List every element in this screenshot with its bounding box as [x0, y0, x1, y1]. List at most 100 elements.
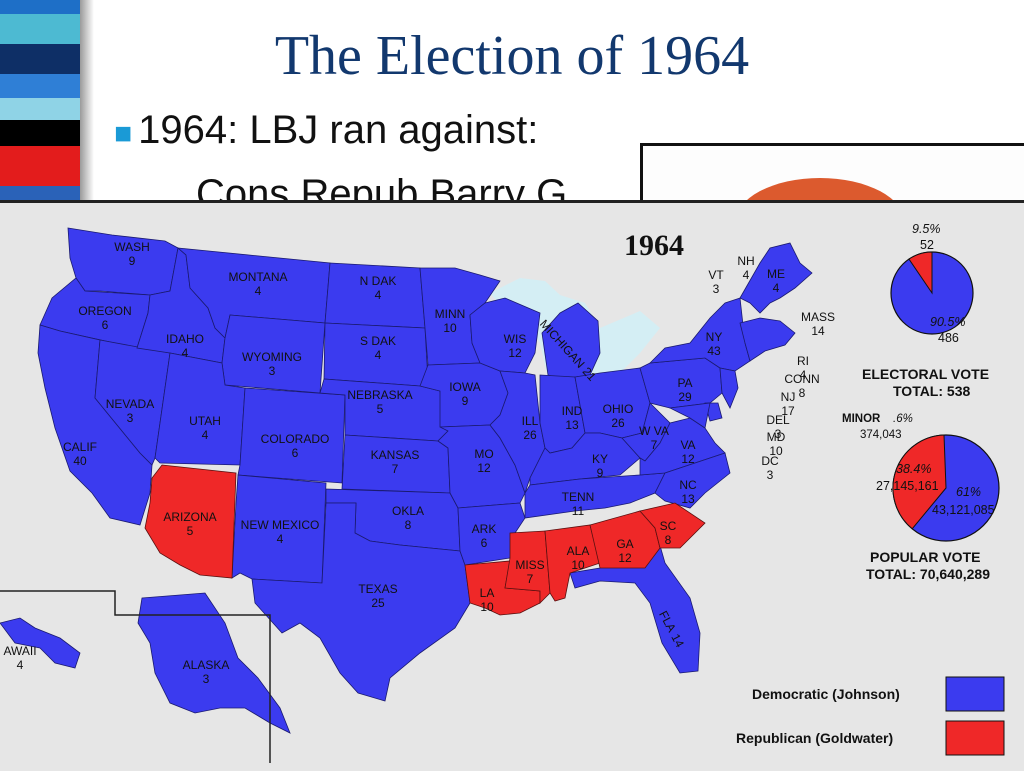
state-name: CONN	[784, 372, 819, 386]
state-name: IND	[562, 404, 583, 418]
popular-vote-pie: MINOR .6% 374,043 38.4% 27,145,161 61% 4…	[842, 413, 1000, 582]
bullet-text: 1964: LBJ ran against:	[138, 108, 539, 152]
state-name: KANSAS	[371, 448, 420, 462]
state-label-ky: KY 9	[592, 452, 608, 480]
sub-bullet-text: Cons Repub Barry G	[196, 172, 568, 200]
pv-rep-votes: 27,145,161	[876, 479, 939, 493]
pv-dem-pct: 61%	[956, 485, 981, 499]
state-label-ny: NY 43	[706, 330, 723, 358]
pv-heading: POPULAR VOTE	[870, 549, 980, 565]
state-wi	[469, 297, 541, 374]
ev-dem-votes: 486	[938, 331, 959, 345]
state-electoral-votes: 4	[800, 368, 807, 382]
state-name: PA	[677, 376, 692, 390]
state-label-ill: ILL 26	[522, 414, 539, 442]
state-electoral-votes: 12	[618, 551, 632, 565]
decorative-stripes	[0, 0, 80, 200]
state-electoral-votes: 3	[269, 364, 276, 378]
state-electoral-votes: 4	[255, 284, 262, 298]
state-electoral-votes: 10	[443, 321, 457, 335]
state-name: OREGON	[78, 304, 131, 318]
pv-minor-label: MINOR	[842, 413, 881, 425]
state-electoral-votes: 43	[707, 344, 721, 358]
state-nc	[654, 452, 731, 509]
ev-rep-votes: 52	[920, 238, 934, 252]
state-label-idaho: IDAHO 4	[166, 332, 204, 360]
inset-frame	[0, 590, 271, 763]
state-label-ga: GA 12	[616, 537, 633, 565]
state-label-new-mexico: NEW MEXICO 4	[241, 518, 320, 546]
state-electoral-votes: 4	[202, 428, 209, 442]
state-label-mo: MO 12	[474, 447, 493, 475]
state-name: MO	[474, 447, 493, 461]
state-electoral-votes: 4	[773, 281, 780, 295]
stripe-shadow	[80, 0, 94, 200]
state-label-mass: MASS 14	[801, 310, 835, 338]
state-label-minn: MINN 10	[435, 307, 466, 335]
electoral-pie-republican	[908, 251, 933, 295]
state-name: COLORADO	[261, 432, 330, 446]
election-map: WASH 9 OREGON 6 CALIF 40 NEVADA 3 IDAHO 4 MONTANA 4…	[0, 200, 1024, 771]
state-electoral-votes: 7	[651, 438, 658, 452]
ev-rep-pct: 9.5%	[912, 222, 941, 236]
state-electoral-votes: 4	[182, 346, 189, 360]
state-label-wash: WASH 9	[114, 240, 150, 268]
state-label-texas: TEXAS 25	[358, 582, 397, 610]
state-electoral-votes: 9	[129, 254, 136, 268]
state-name: IDAHO	[166, 332, 204, 346]
state-hi	[0, 617, 81, 669]
state-electoral-votes: 3	[203, 672, 210, 686]
state-label-okla: OKLA 8	[392, 504, 424, 532]
state-label-ri: RI 4	[797, 354, 809, 382]
state-nj	[719, 367, 739, 409]
state-electoral-votes: 25	[371, 596, 385, 610]
state-name: MONTANA	[228, 270, 287, 284]
state-label-nevada: NEVADA 3	[106, 397, 154, 425]
state-label-ohio: OHIO 26	[603, 402, 634, 430]
state-electoral-votes: 29	[678, 390, 692, 404]
state-electoral-votes: 9	[462, 394, 469, 408]
legend-republican-label: Republican (Goldwater)	[736, 730, 893, 746]
state-electoral-votes: 12	[508, 346, 522, 360]
state-electoral-votes: 6	[292, 446, 299, 460]
state-name: RI	[797, 354, 809, 368]
state-label-wyoming: WYOMING 3	[242, 350, 302, 378]
state-label-me: ME 4	[767, 267, 785, 295]
state-label-md: MD 10	[767, 430, 786, 458]
state-electoral-votes: 4	[375, 348, 382, 362]
state-electoral-votes: 5	[187, 524, 194, 538]
state-name: ALA	[567, 544, 590, 558]
state-name: MISS	[515, 558, 544, 572]
state-electoral-votes: 26	[611, 416, 625, 430]
state-label-la: LA 10	[480, 586, 495, 614]
state-name: MD	[767, 430, 786, 444]
state-label-w-va: W VA 7	[639, 424, 669, 452]
popular-pie-republican	[892, 434, 947, 530]
state-label-pa: PA 29	[677, 376, 692, 404]
state-electoral-votes: 26	[523, 428, 537, 442]
state-electoral-votes: 8	[799, 386, 806, 400]
state-name: UTAH	[189, 414, 221, 428]
slide-title: The Election of 1964	[274, 25, 750, 87]
state-ny	[648, 297, 751, 372]
state-name: W VA	[639, 424, 669, 438]
state-name: MINN	[435, 307, 466, 321]
state-label-iowa: IOWA 9	[449, 380, 481, 408]
state-label-kansas: KANSAS 7	[371, 448, 420, 476]
state-name: NJ	[781, 390, 796, 404]
bullet-item: ■ 1964: LBJ ran against:	[114, 108, 538, 153]
state-label-awaii: AWAII 4	[3, 644, 36, 672]
state-name: ALASKA	[183, 658, 230, 672]
state-electoral-votes: 4	[743, 268, 750, 282]
state-name: ILL	[522, 414, 539, 428]
map-year: 1964	[624, 229, 684, 262]
state-electoral-votes: 6	[481, 536, 488, 550]
state-name: VA	[680, 438, 695, 452]
state-md	[668, 402, 711, 429]
state-name: AWAII	[3, 644, 36, 658]
state-electoral-votes: 14	[811, 324, 825, 338]
state-label-alaska: ALASKA 3	[183, 658, 230, 686]
state-label-n-dak: N DAK 4	[360, 274, 397, 302]
legend-republican-swatch	[945, 720, 1005, 756]
state-electoral-votes: 6	[102, 318, 109, 332]
